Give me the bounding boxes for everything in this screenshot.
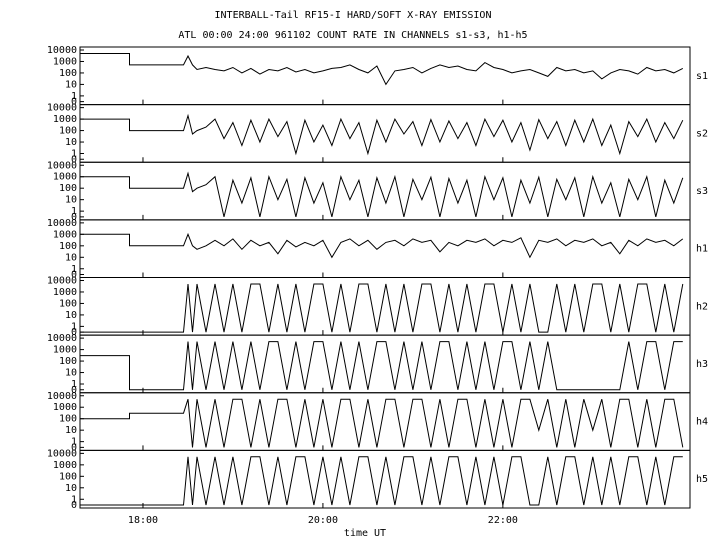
series-label: s3 [696,186,708,197]
series-label: h2 [696,301,708,312]
y-tick-label: 10 [65,79,77,90]
data-line [80,232,684,259]
y-tick-label: 0 [71,97,77,108]
data-line [80,53,684,86]
y-tick-label: 1 [71,437,77,448]
chart-title: INTERBALL-Tail RF15-I HARD/SOFT X-RAY EM… [215,10,492,21]
y-tick-label: 1000 [53,345,77,356]
y-tick-label: 10 [65,252,77,263]
y-tick-label: 10 [65,368,77,379]
y-tick-label: 100 [59,241,77,252]
series-label: s2 [696,128,708,139]
y-tick-label: 0 [71,270,77,281]
y-tick-label: 10000 [47,333,77,344]
y-tick-label: 0 [71,385,77,396]
series-label: h1 [696,244,708,255]
y-tick-label: 100 [59,298,77,309]
y-tick-label: 0 [71,212,77,223]
y-tick-label: 100 [59,183,77,194]
panel-frame [79,219,691,278]
x-tick-label: 20:00 [308,515,338,526]
y-tick-label: 10000 [47,160,77,171]
x-tick-label: 22:00 [488,515,518,526]
y-tick-label: 10 [65,137,77,148]
series-label: h3 [696,359,708,370]
y-tick-label: 1 [71,149,77,160]
y-tick-label: 1000 [53,56,77,67]
y-tick-label: 0 [71,442,77,453]
y-tick-label: 100 [59,126,77,137]
panel-frame [79,334,691,394]
y-tick-label: 1000 [53,460,77,471]
y-tick-label: 100 [59,414,77,425]
y-tick-label: 0 [71,500,77,511]
data-line [80,113,684,156]
data-line [80,283,684,333]
y-tick-label: 0 [71,327,77,338]
y-tick-label: 1000 [53,172,77,183]
y-tick-label: 1 [71,494,77,505]
y-tick-label: 1000 [53,287,77,298]
y-tick-label: 1 [71,379,77,390]
y-tick-label: 10000 [47,448,77,459]
panel-frame [79,449,691,509]
y-tick-label: 0 [71,154,77,165]
y-tick-label: 1000 [53,114,77,125]
series-label: h5 [696,474,708,485]
y-tick-label: 1 [71,91,77,102]
y-tick-label: 100 [59,356,77,367]
panel-frame [79,161,691,221]
y-tick-label: 10 [65,310,77,321]
y-tick-label: 1 [71,206,77,217]
y-tick-label: 10000 [47,218,77,229]
x-tick-label: 18:00 [128,515,158,526]
data-line [80,398,684,448]
y-tick-label: 10 [65,195,77,206]
x-axis-label: time UT [344,528,386,539]
series-label: h4 [696,417,708,428]
series-label: s1 [696,71,708,82]
y-tick-label: 10000 [47,45,77,56]
chart-subtitle: ATL 00:00 24:00 961102 COUNT RATE IN CHA… [178,30,527,41]
y-tick-label: 1000 [53,229,77,240]
y-tick-label: 1 [71,321,77,332]
data-line [80,456,683,506]
y-tick-label: 10000 [47,276,77,287]
y-tick-label: 10 [65,483,77,494]
panel-frame [79,104,691,163]
y-tick-label: 100 [59,68,77,79]
y-tick-label: 1000 [53,402,77,413]
y-tick-label: 10000 [47,103,77,114]
data-line [80,341,683,391]
y-tick-label: 10 [65,425,77,436]
y-tick-label: 10000 [47,391,77,402]
y-tick-label: 100 [59,471,77,482]
y-tick-label: 1 [71,264,77,275]
data-line [80,171,684,218]
